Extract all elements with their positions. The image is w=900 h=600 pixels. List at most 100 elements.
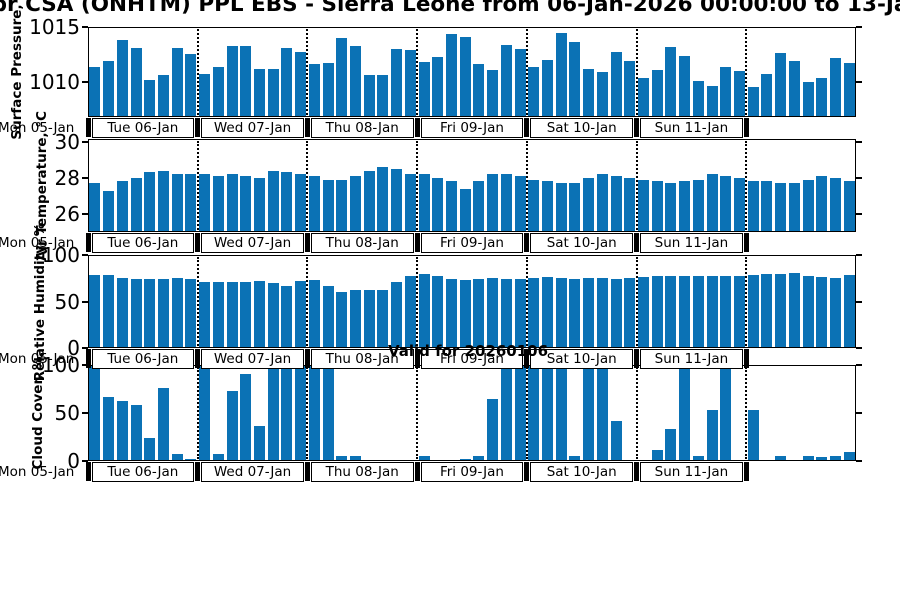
bar bbox=[761, 181, 773, 232]
bar bbox=[679, 181, 691, 232]
bar bbox=[555, 183, 567, 232]
bar bbox=[253, 425, 265, 461]
bar bbox=[487, 278, 499, 349]
bar bbox=[171, 454, 183, 461]
y-tick-label: 26 bbox=[54, 201, 80, 226]
bar bbox=[733, 70, 745, 117]
bar bbox=[295, 281, 307, 348]
bar bbox=[267, 282, 279, 348]
y-tick-mark bbox=[82, 26, 88, 28]
bar bbox=[775, 53, 787, 117]
bar bbox=[500, 44, 512, 117]
bar bbox=[130, 47, 142, 117]
bar bbox=[665, 429, 677, 461]
x-major-tick bbox=[85, 462, 91, 481]
y-tick-mark bbox=[82, 364, 88, 366]
bar bbox=[281, 172, 293, 232]
bar bbox=[349, 290, 361, 348]
bar bbox=[103, 61, 115, 117]
bar bbox=[308, 365, 320, 461]
x-major-tick bbox=[414, 462, 420, 481]
bar bbox=[240, 373, 252, 461]
bar bbox=[487, 69, 499, 117]
x-major-tick bbox=[85, 349, 91, 368]
x-major-tick bbox=[195, 233, 201, 252]
bar bbox=[692, 275, 704, 348]
day-boundary-gridline bbox=[635, 29, 638, 115]
plot-area-border bbox=[88, 27, 856, 117]
x-left-edge-label: Mon 05-Jan bbox=[0, 120, 75, 136]
x-tick-label: Sat 10-Jan bbox=[530, 233, 634, 253]
bar bbox=[322, 179, 334, 232]
bar bbox=[89, 66, 101, 117]
x-tick-label: Tue 06-Jan bbox=[91, 118, 195, 138]
y-tick-label: 100 bbox=[41, 353, 80, 377]
x-tick-label: Sun 11-Jan bbox=[640, 118, 743, 138]
y-tick-mark bbox=[82, 300, 88, 303]
day-boundary-gridline bbox=[416, 257, 419, 346]
bar bbox=[637, 179, 649, 232]
bar bbox=[171, 47, 183, 117]
bar bbox=[432, 56, 444, 117]
bar bbox=[116, 181, 128, 232]
bar bbox=[651, 69, 663, 117]
x-tick-label: Wed 07-Jan bbox=[201, 349, 304, 369]
bar bbox=[596, 278, 608, 349]
y-axis-label: Cloud Cover, % bbox=[30, 356, 46, 470]
y-tick-mark-right bbox=[856, 412, 862, 414]
bar bbox=[240, 176, 252, 232]
x-major-tick bbox=[414, 118, 420, 137]
x-major-tick bbox=[85, 233, 91, 252]
bar bbox=[295, 365, 307, 461]
bar bbox=[377, 290, 389, 348]
x-tick-label: Sat 10-Jan bbox=[530, 349, 634, 369]
bar bbox=[706, 276, 718, 348]
bar bbox=[144, 79, 156, 117]
bar bbox=[281, 365, 293, 461]
x-tick-label: Sun 11-Jan bbox=[640, 349, 743, 369]
bar bbox=[445, 33, 457, 117]
bar bbox=[706, 86, 718, 117]
bar bbox=[199, 74, 211, 117]
x-tick-label: Sat 10-Jan bbox=[530, 118, 634, 138]
x-left-edge-label: Mon 05-Jan bbox=[0, 351, 75, 367]
bar bbox=[418, 273, 430, 348]
bar bbox=[89, 365, 101, 461]
bar bbox=[624, 177, 636, 232]
x-left-edge-label: Mon 05-Jan bbox=[0, 235, 75, 251]
bar bbox=[637, 277, 649, 348]
y-tick-mark-right bbox=[856, 176, 862, 179]
x-tick-label: Wed 07-Jan bbox=[201, 233, 304, 253]
bar bbox=[651, 275, 663, 348]
y-tick-mark-right bbox=[856, 460, 862, 462]
bar bbox=[583, 68, 595, 117]
plot-area-border bbox=[88, 365, 856, 461]
bar bbox=[130, 405, 142, 461]
bar bbox=[349, 45, 361, 117]
bar bbox=[733, 177, 745, 232]
bar bbox=[377, 75, 389, 117]
x-tick-label: Tue 06-Jan bbox=[91, 233, 195, 253]
bar bbox=[171, 278, 183, 349]
bar bbox=[843, 63, 855, 117]
y-tick-mark bbox=[82, 412, 88, 414]
day-boundary-gridline bbox=[416, 29, 419, 115]
bar bbox=[404, 50, 416, 117]
bar bbox=[528, 365, 540, 461]
bar bbox=[253, 281, 265, 348]
bar bbox=[610, 52, 622, 117]
bar bbox=[637, 77, 649, 117]
bar bbox=[432, 276, 444, 348]
x-major-tick bbox=[195, 118, 201, 137]
bar bbox=[336, 179, 348, 232]
day-boundary-gridline bbox=[635, 257, 638, 346]
bar bbox=[473, 279, 485, 348]
bar bbox=[829, 278, 841, 349]
bar bbox=[514, 49, 526, 117]
bar bbox=[500, 279, 512, 348]
bar bbox=[788, 183, 800, 232]
bar bbox=[596, 365, 608, 461]
bar bbox=[610, 420, 622, 461]
bar bbox=[624, 61, 636, 117]
y-tick-mark bbox=[82, 212, 88, 215]
